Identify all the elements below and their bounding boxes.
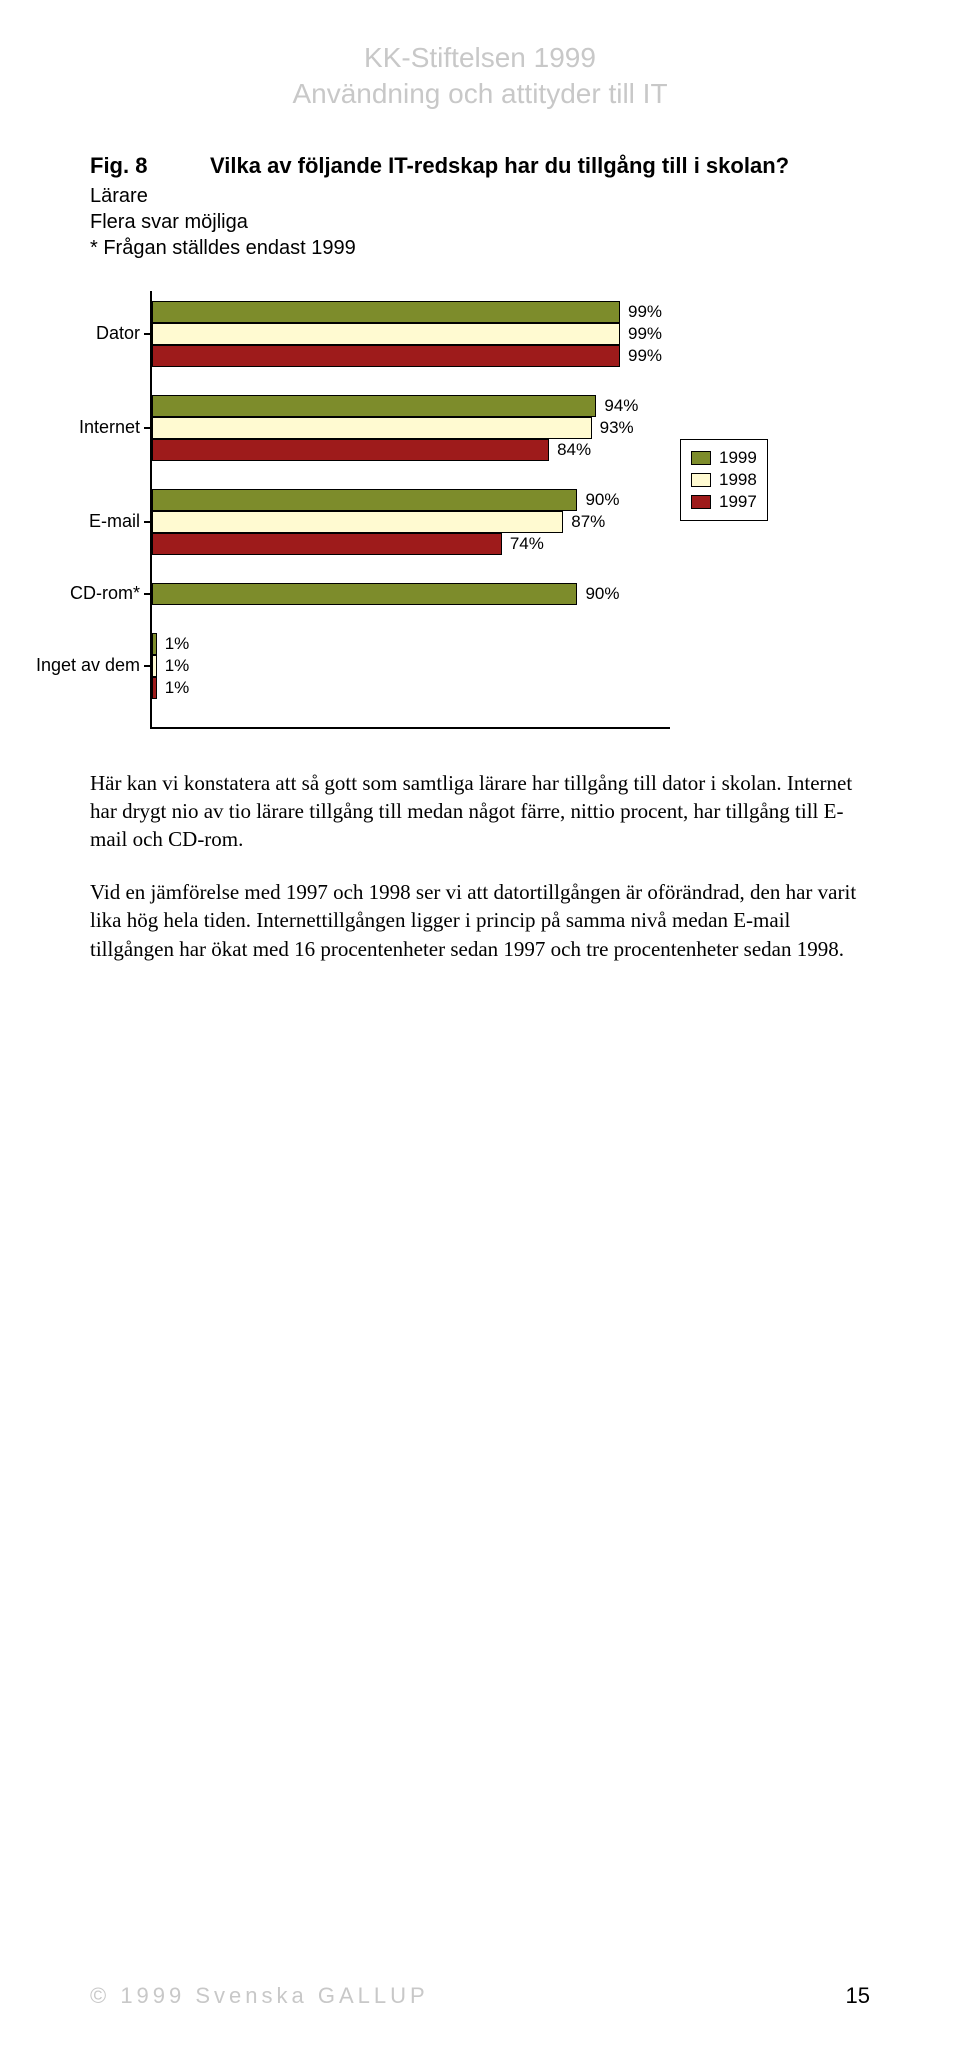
chart-category-label: Internet [12,417,152,438]
chart-bar-value: 90% [577,584,619,604]
chart-bar [152,395,596,417]
figure-title: Vilka av följande IT-redskap har du till… [210,153,870,179]
chart-bar-row: 94% [152,395,670,417]
chart-spacer [152,461,670,489]
chart-category: Inget av dem1%1%1% [152,633,670,699]
chart-bar-row: 99% [152,345,670,367]
footer-copyright: © 1999 Svenska GALLUP [90,1983,429,2009]
legend-item: 1998 [691,470,757,490]
figure-notes: Lärare Flera svar möjliga * Frågan ställ… [90,183,870,261]
chart-legend: 199919981997 [680,439,768,521]
legend-label: 1998 [719,470,757,490]
figure-label: Fig. 8 [90,153,210,179]
chart-bar-row: 93% [152,417,670,439]
chart-bar [152,511,563,533]
chart-category: CD-rom*90% [152,583,670,605]
chart-bar-value: 99% [620,324,662,344]
chart-container: Dator99%99%99%Internet94%93%84%E-mail90%… [150,291,870,729]
chart-category-label: E-mail [12,511,152,532]
chart-bar [152,345,620,367]
chart-bar-value: 1% [157,634,190,654]
chart-bar-row: 90% [152,489,670,511]
legend-swatch [691,495,711,509]
chart-bar-value: 94% [596,396,638,416]
chart-bar-value: 93% [592,418,634,438]
chart-y-tick [144,333,152,335]
chart-bar-value: 1% [157,656,190,676]
chart-bar [152,301,620,323]
legend-label: 1999 [719,448,757,468]
chart-bar-value: 74% [502,534,544,554]
chart-bar-group: 90% [152,583,670,605]
chart-bar-value: 99% [620,302,662,322]
chart-bar-value: 87% [563,512,605,532]
chart-y-tick [144,593,152,595]
legend-swatch [691,473,711,487]
chart-spacer [152,367,670,395]
chart-spacer [152,555,670,583]
chart-bar-row: 99% [152,301,670,323]
figure-heading: Fig. 8 Vilka av följande IT-redskap har … [90,153,870,179]
chart-bar-value: 90% [577,490,619,510]
chart-bar-group: 1%1%1% [152,633,670,699]
header-line2: Användning och attityder till IT [90,76,870,112]
bar-chart: Dator99%99%99%Internet94%93%84%E-mail90%… [150,291,670,729]
paragraph-2: Vid en jämförelse med 1997 och 1998 ser … [90,878,870,963]
chart-bar [152,439,549,461]
chart-y-tick [144,427,152,429]
chart-bar-group: 90%87% 74% [152,489,670,555]
chart-category: Internet94%93%84% [152,395,670,461]
figure-note-3: * Frågan ställdes endast 1999 [90,235,870,261]
chart-bar [152,417,592,439]
chart-bar [152,533,502,555]
footer-page-number: 15 [846,1983,870,2009]
page-header: KK-Stiftelsen 1999 Användning och attity… [90,40,870,113]
legend-swatch [691,451,711,465]
chart-bar-row: 90% [152,583,670,605]
figure-note-2: Flera svar möjliga [90,209,870,235]
chart-bar [152,489,577,511]
legend-label: 1997 [719,492,757,512]
chart-category-label: Dator [12,323,152,344]
legend-item: 1997 [691,492,757,512]
chart-bar-row: 1% [152,677,670,699]
chart-category: Dator99%99%99% [152,301,670,367]
chart-category: E-mail90%87%74% [152,489,670,555]
legend-item: 1999 [691,448,757,468]
chart-category-label: CD-rom* [12,583,152,604]
chart-bar-row: 74% [152,533,670,555]
chart-bar-group: 99%99%99% [152,301,670,367]
chart-bar-row: 99% [152,323,670,345]
header-line1: KK-Stiftelsen 1999 [90,40,870,76]
chart-bar-group: 94%93%84% [152,395,670,461]
chart-bar-value: 84% [549,440,591,460]
chart-bar [152,583,577,605]
chart-bar [152,323,620,345]
chart-y-tick [144,521,152,523]
chart-spacer [152,605,670,633]
chart-category-label: Inget av dem [12,655,152,676]
chart-spacer [152,699,670,727]
chart-bar-row: 87% [152,511,670,533]
page-footer: © 1999 Svenska GALLUP 15 [90,1983,870,2009]
chart-bar-value: 99% [620,346,662,366]
figure-note-1: Lärare [90,183,870,209]
chart-bar-row: 1% [152,633,670,655]
chart-bar-value: 1% [157,678,190,698]
chart-bar-row: 1% [152,655,670,677]
paragraph-1: Här kan vi konstatera att så gott som sa… [90,769,870,854]
chart-bar-row: 84% [152,439,670,461]
chart-y-tick [144,665,152,667]
